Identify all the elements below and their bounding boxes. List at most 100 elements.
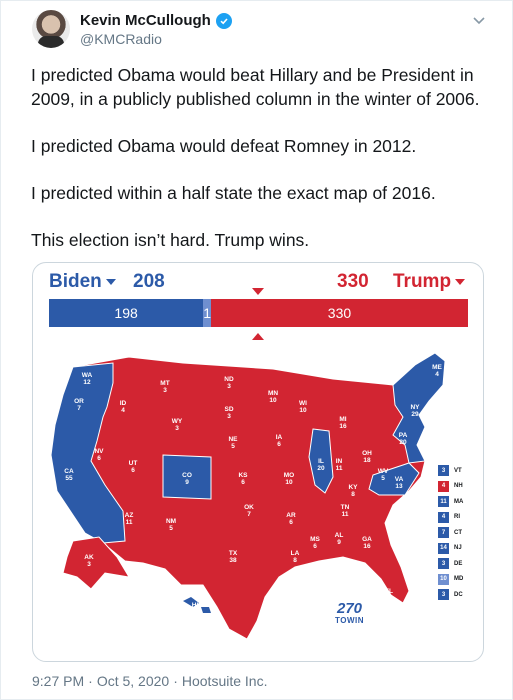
state-label-wy: WY 3 <box>172 418 183 432</box>
state-code: AK <box>84 554 94 561</box>
state-label-wi: WI 10 <box>299 400 307 414</box>
tweet-source[interactable]: Hootsuite Inc. <box>181 673 268 689</box>
state-code: LA <box>291 550 300 557</box>
state-code: CO <box>182 472 192 479</box>
state-label-la: LA 8 <box>291 550 300 564</box>
avatar[interactable] <box>32 10 70 48</box>
verified-badge-icon <box>215 12 232 29</box>
state-ev: 3 <box>87 561 91 568</box>
legend-ev-box: 3 <box>438 465 449 477</box>
state-code: KS <box>238 472 248 479</box>
legend-ev-box: 14 <box>438 542 449 554</box>
state-code: AR <box>286 512 296 519</box>
tweet-time[interactable]: 9:27 PM <box>32 673 85 689</box>
electoral-map-image[interactable]: Biden 208 330 Trump 198 1 330 <box>32 262 484 662</box>
state-ev: 3 <box>175 425 179 432</box>
state-label-ny: NY 29 <box>410 404 420 418</box>
state-code: NE <box>228 436 238 443</box>
state-ev: 8 <box>293 557 297 564</box>
chevron-down-icon[interactable] <box>470 11 488 29</box>
trump-label: Trump <box>393 271 452 292</box>
legend-ev-box: 11 <box>438 496 449 508</box>
legend-state-code: NJ <box>454 545 462 552</box>
state-ev: 16 <box>363 543 371 550</box>
state-code: SC <box>388 524 397 531</box>
legend-row-ma[interactable]: 11 MA <box>438 494 483 510</box>
state-code: NY <box>410 404 420 411</box>
state-ev: 20 <box>317 465 325 472</box>
state-label-nc: NC 15 <box>400 504 410 518</box>
tweet-paragraph: I predicted within a half state the exac… <box>31 183 436 203</box>
legend-ev-box: 3 <box>438 589 449 601</box>
state-ev: 3 <box>227 413 231 420</box>
state-ev: 11 <box>126 519 133 526</box>
state-code: TX <box>229 550 238 557</box>
state-ev: 11 <box>336 465 343 472</box>
state-code: NM <box>166 518 176 525</box>
state-ev: 6 <box>97 455 101 462</box>
state-ev: 55 <box>65 475 73 482</box>
trump-dropdown[interactable]: Trump <box>393 271 466 293</box>
state-ev: 15 <box>401 511 409 518</box>
state-ev: 4 <box>121 407 125 414</box>
state-ev: 29 <box>385 595 393 602</box>
state-ev: 10 <box>299 407 307 414</box>
state-code: ME <box>432 364 442 371</box>
state-code: NC <box>400 504 410 511</box>
state-ev: 4 <box>193 609 197 616</box>
state-label-wa: WA 12 <box>82 372 93 386</box>
legend-row-nj[interactable]: 14 NJ <box>438 541 483 557</box>
state-code: VA <box>395 476 404 483</box>
caret-down-icon <box>455 278 466 285</box>
tweet-date[interactable]: Oct 5, 2020 <box>96 673 170 689</box>
state-ev: 7 <box>247 511 251 518</box>
trump-segment: 330 <box>210 299 468 327</box>
state-label-ca: CA 55 <box>64 468 74 482</box>
state-code: KY <box>348 484 358 491</box>
state-ak <box>62 536 130 590</box>
state-code: MN <box>268 390 278 397</box>
legend-row-de[interactable]: 3 DE <box>438 556 483 572</box>
legend-state-code: DC <box>454 591 463 598</box>
state-label-al: AL 9 <box>335 532 344 546</box>
logo-text: TOWIN <box>335 616 365 625</box>
legend-row-dc[interactable]: 3 DC <box>438 587 483 603</box>
biden-lean-segment: 1 <box>203 299 211 327</box>
legend-row-md[interactable]: 10 MD <box>438 572 483 588</box>
state-code: IN <box>336 458 343 465</box>
state-co <box>162 454 212 500</box>
state-label-ut: UT 6 <box>129 460 138 474</box>
state-label-wv: WV 5 <box>378 468 389 482</box>
state-ev: 10 <box>269 397 277 404</box>
state-ev: 10 <box>285 479 293 486</box>
state-ev: 7 <box>77 405 81 412</box>
state-ev: 9 <box>337 539 341 546</box>
state-ev: 4 <box>435 371 439 378</box>
state-west-coast-biden <box>50 362 126 544</box>
state-ev: 38 <box>229 557 237 564</box>
state-label-nm: NM 5 <box>166 518 176 532</box>
legend-row-ri[interactable]: 4 RI <box>438 510 483 526</box>
state-code: PA <box>399 432 408 439</box>
biden-dropdown[interactable]: Biden <box>49 271 116 293</box>
legend-row-nh[interactable]: 4 NH <box>438 479 483 495</box>
author-name[interactable]: Kevin McCullough <box>80 12 211 29</box>
state-label-mt: MT 3 <box>160 380 169 394</box>
legend-ev-box: 3 <box>438 558 449 570</box>
legend-ev-box: 4 <box>438 480 449 492</box>
state-ev: 5 <box>169 525 173 532</box>
state-ev: 16 <box>339 423 347 430</box>
state-label-or: OR 7 <box>74 398 84 412</box>
trump-total: 330 <box>337 271 369 292</box>
state-ev: 12 <box>83 379 91 386</box>
legend-row-ct[interactable]: 7 CT <box>438 525 483 541</box>
legend-row-vt[interactable]: 3 VT <box>438 463 483 479</box>
state-label-ar: AR 6 <box>286 512 296 526</box>
state-ev: 8 <box>351 491 355 498</box>
state-code: WY <box>172 418 183 425</box>
author-handle[interactable]: @KMCRadio <box>80 31 162 47</box>
state-ev: 18 <box>363 457 371 464</box>
state-code: WI <box>299 400 307 407</box>
state-code: FL <box>385 588 393 595</box>
